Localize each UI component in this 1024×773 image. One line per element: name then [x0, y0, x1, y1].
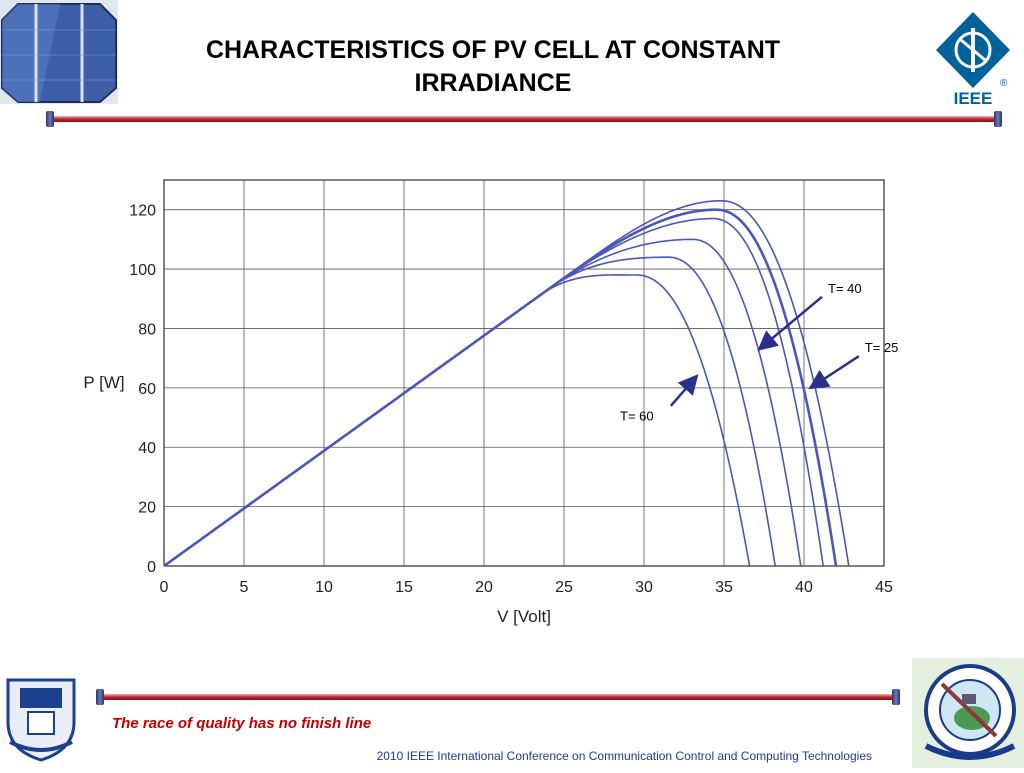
x-tick-label-7: 35	[715, 579, 733, 596]
ieee-logo-text: IEEE	[954, 89, 993, 106]
y-tick-label-6: 120	[129, 203, 156, 220]
y-tick-labels: 0 20 40 60 80 100 120	[129, 203, 156, 576]
annotations: T= 40 T= 25 T= 60	[620, 281, 898, 424]
curves	[163, 199, 850, 568]
plot-frame	[163, 179, 885, 567]
slide-title: CHARACTERISTICS OF PV CELL AT CONSTANT I…	[205, 36, 781, 97]
y-tick-label-3: 60	[138, 381, 156, 398]
gridlines	[164, 180, 884, 566]
annotation-label-2: T= 25	[865, 340, 899, 355]
y-tick-label-0: 0	[147, 559, 156, 576]
x-tick-labels: 0 5 10 15 20 25 30 35 40 45	[160, 579, 893, 596]
pv-curve-6	[163, 274, 751, 567]
annotation-arrow-2	[808, 355, 860, 390]
y-tick-label-2: 40	[138, 440, 156, 457]
x-tick-label-0: 0	[160, 579, 169, 596]
annotation-label-1: T= 40	[828, 281, 862, 296]
x-tick-label-6: 30	[635, 579, 653, 596]
conference-name: 2010 IEEE International Conference on Co…	[376, 749, 872, 763]
catholic-college-logo	[912, 658, 1024, 768]
y-axis-label: P [W]	[83, 373, 124, 392]
y-tick-label-4: 80	[138, 321, 156, 338]
x-tick-label-4: 20	[475, 579, 493, 596]
psna-college-logo	[0, 672, 82, 764]
y-tick-label-5: 100	[129, 262, 156, 279]
x-tick-label-9: 45	[875, 579, 893, 596]
ieee-logo: ® IEEE	[928, 10, 1018, 108]
y-tick-label-1: 20	[138, 500, 156, 517]
solar-cell-image	[0, 0, 118, 104]
registered-mark: ®	[1000, 78, 1008, 89]
tagline: The race of quality has no finish line	[112, 715, 372, 732]
bottom-divider	[96, 689, 900, 705]
x-tick-label-8: 40	[795, 579, 813, 596]
x-tick-label-5: 25	[555, 579, 573, 596]
pv-power-voltage-chart: 0 5 10 15 20 25 30 35 40 45 0 20 40 60 80 100 120 T= 40…	[83, 179, 898, 626]
x-axis-label: V [Volt]	[497, 607, 551, 626]
annotation-arrow-3	[669, 374, 699, 407]
top-divider	[46, 111, 1002, 127]
x-tick-label-3: 15	[395, 579, 413, 596]
annotation-label-3: T= 60	[620, 409, 654, 424]
annotation-arrow-1	[757, 295, 823, 351]
x-tick-label-1: 5	[240, 579, 249, 596]
x-tick-label-2: 10	[315, 579, 333, 596]
